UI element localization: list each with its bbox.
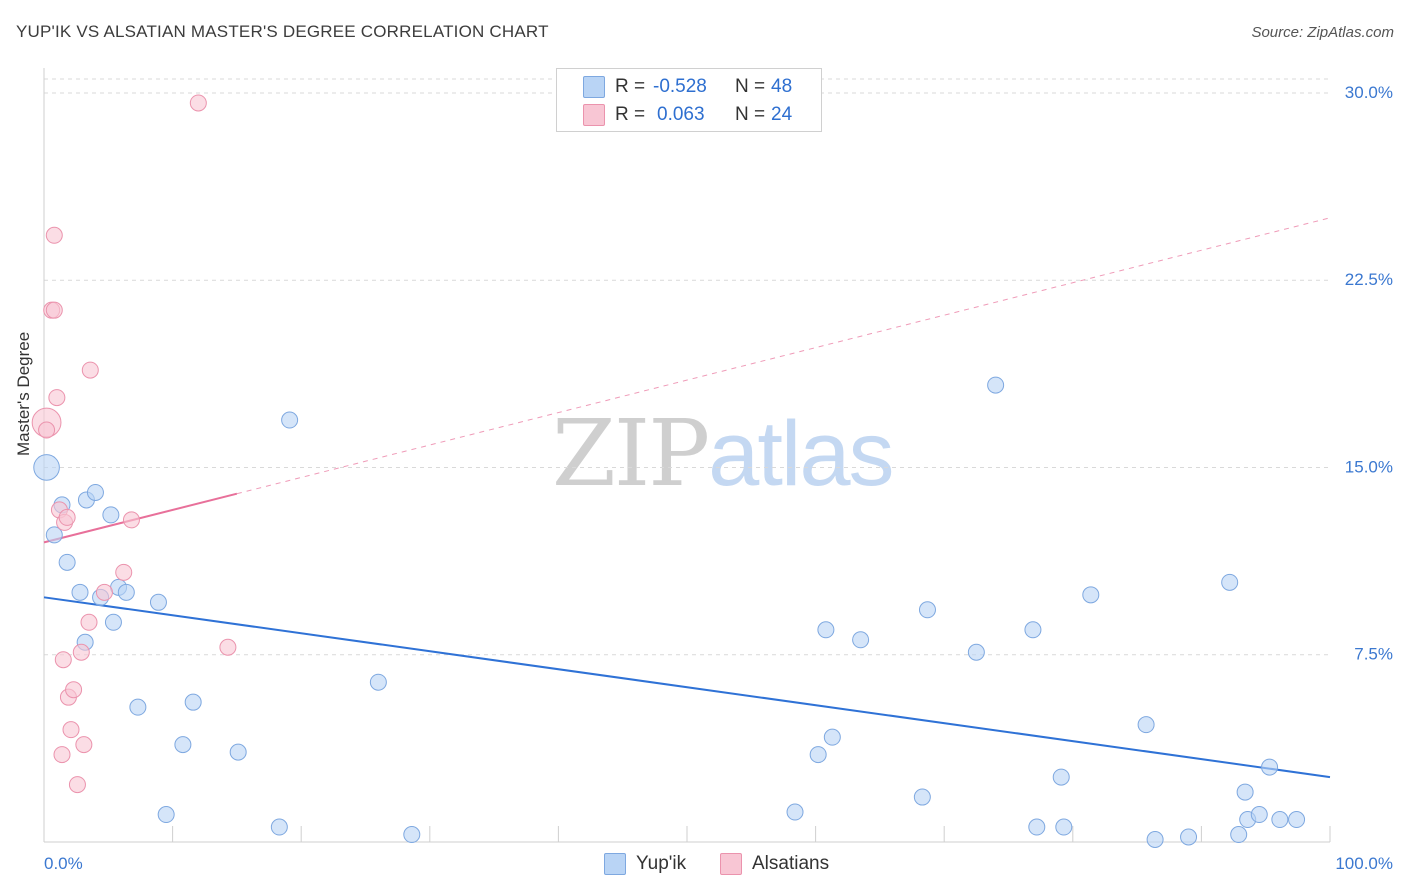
data-point-alsatians xyxy=(115,563,133,581)
x-tick-label: 0.0% xyxy=(44,854,83,873)
data-point-yupik xyxy=(1288,811,1306,829)
data-point-yupik xyxy=(129,698,147,716)
data-point-yupik xyxy=(913,788,931,806)
data-point-yupik xyxy=(1082,586,1100,604)
legend-r-label: R = xyxy=(615,104,646,125)
data-point-yupik xyxy=(967,643,985,661)
data-point-yupik xyxy=(1028,818,1046,836)
data-point-yupik xyxy=(1146,831,1164,849)
data-point-yupik xyxy=(157,806,175,824)
data-point-yupik xyxy=(1052,768,1070,786)
legend-n-value: 48 xyxy=(771,76,793,97)
data-point-alsatians xyxy=(53,746,71,764)
data-point-yupik xyxy=(86,483,104,501)
grid-layer xyxy=(44,78,1330,656)
axis-layer xyxy=(43,68,1331,843)
data-point-alsatians xyxy=(219,638,237,656)
bottom-legend-label-yupik: Yup'ik xyxy=(636,853,687,874)
chart-title: YUP'IK VS ALSATIAN MASTER'S DEGREE CORRE… xyxy=(16,22,549,41)
trend-line-alsatians xyxy=(43,492,238,544)
data-point-yupik xyxy=(281,411,299,429)
data-point-yupik xyxy=(852,631,870,649)
data-point-alsatians xyxy=(95,583,113,601)
legend-r-label: R = xyxy=(615,76,646,97)
data-point-alsatians xyxy=(80,613,98,631)
data-point-yupik xyxy=(1137,716,1155,734)
legend-row-yupik: R = -0.528 N = 48 xyxy=(557,72,821,100)
bottom-legend-swatch-yupik xyxy=(604,853,626,875)
data-point-yupik xyxy=(1250,806,1268,824)
data-point-yupik xyxy=(1180,828,1198,846)
label-layer: 7.5% 15.0% 22.5% 30.0% 0.0% 100.0% xyxy=(44,83,1393,873)
legend-r-value: -0.528 xyxy=(653,76,707,97)
y-tick-label: 15.0% xyxy=(1345,457,1393,476)
data-point-alsatians xyxy=(75,736,93,754)
data-point-yupik xyxy=(1055,818,1073,836)
trend-line-alsatians-extension xyxy=(236,217,1331,495)
x-tick-label: 100.0% xyxy=(1335,854,1393,873)
data-point-alsatians xyxy=(62,721,80,739)
data-point-alsatians xyxy=(38,421,56,439)
data-point-alsatians xyxy=(68,776,86,794)
data-point-yupik xyxy=(918,601,936,619)
data-point-yupik xyxy=(1024,621,1042,639)
data-point-yupik xyxy=(58,553,76,571)
point-layer xyxy=(31,94,1306,849)
legend-swatch-alsatians xyxy=(583,104,605,126)
data-point-yupik xyxy=(403,826,421,844)
data-point-yupik xyxy=(184,693,202,711)
data-point-yupik xyxy=(45,526,63,544)
y-tick-label: 7.5% xyxy=(1354,645,1393,664)
legend-n-label: N = xyxy=(735,76,766,97)
data-point-yupik xyxy=(1221,573,1239,591)
data-point-yupik xyxy=(174,736,192,754)
legend-n-value: 24 xyxy=(771,104,793,125)
source-label: Source: ZipAtlas.com xyxy=(1251,24,1394,41)
data-point-yupik xyxy=(369,673,387,691)
data-point-yupik xyxy=(1261,758,1279,776)
data-point-yupik xyxy=(270,818,288,836)
data-point-alsatians xyxy=(189,94,207,112)
bottom-legend-label-alsatians: Alsatians xyxy=(752,853,830,874)
data-point-yupik xyxy=(1236,783,1254,801)
data-point-yupik xyxy=(104,613,122,631)
legend-r-value: 0.063 xyxy=(657,104,705,125)
data-point-yupik xyxy=(117,583,135,601)
trend-line-yupik xyxy=(43,596,1331,779)
data-point-alsatians xyxy=(65,681,83,699)
legend-n-label: N = xyxy=(735,104,766,125)
data-point-yupik xyxy=(102,506,120,524)
legend-swatch-yupik xyxy=(583,76,605,98)
data-point-yupik xyxy=(71,583,89,601)
data-point-yupik xyxy=(149,593,167,611)
legend-row-alsatians: R = 0.063 N = 24 xyxy=(557,100,821,128)
data-point-yupik xyxy=(229,743,247,761)
data-point-yupik xyxy=(817,621,835,639)
data-point-yupik xyxy=(786,803,804,821)
bottom-legend-swatch-alsatians xyxy=(720,853,742,875)
data-point-yupik xyxy=(823,728,841,746)
y-tick-label: 30.0% xyxy=(1345,83,1393,102)
data-point-yupik xyxy=(33,454,60,481)
data-point-alsatians xyxy=(72,643,90,661)
trend-layer xyxy=(43,217,1331,779)
data-point-alsatians xyxy=(54,651,72,669)
data-point-yupik xyxy=(1230,826,1248,844)
data-point-yupik xyxy=(1271,811,1289,829)
legend: R = -0.528 N = 48 R = 0.063 N = 24 xyxy=(556,68,822,132)
data-point-yupik xyxy=(987,376,1005,394)
data-point-alsatians xyxy=(122,511,140,529)
data-point-alsatians xyxy=(48,389,66,407)
data-point-alsatians xyxy=(81,361,99,379)
bottom-legend: Yup'ik Alsatians xyxy=(0,852,1406,878)
data-point-alsatians xyxy=(45,226,63,244)
data-point-alsatians xyxy=(58,508,76,526)
y-tick-label: 22.5% xyxy=(1345,270,1393,289)
data-point-alsatians xyxy=(45,301,63,319)
data-point-yupik xyxy=(809,746,827,764)
